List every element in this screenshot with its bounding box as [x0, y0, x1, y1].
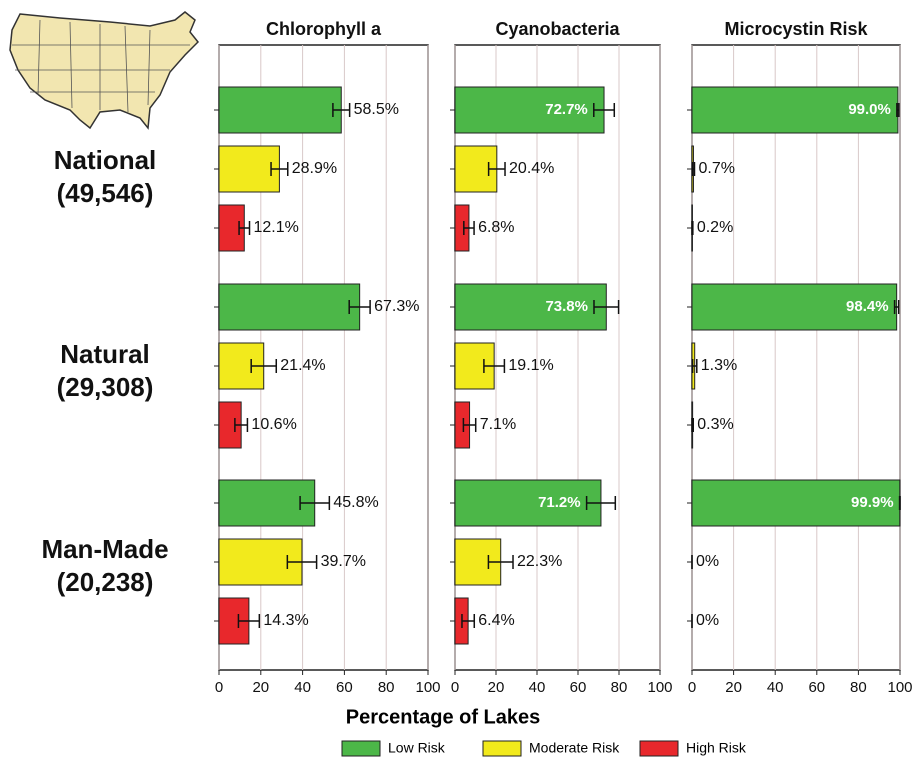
value-label: 58.5%	[354, 101, 399, 118]
value-label: 7.1%	[480, 416, 516, 433]
value-label: 22.3%	[517, 553, 562, 570]
x-tick-label: 0	[215, 679, 223, 696]
value-label: 0.3%	[697, 416, 733, 433]
value-label: 19.1%	[508, 357, 553, 374]
value-label: 99.0%	[848, 101, 891, 118]
x-tick-label: 40	[529, 679, 546, 696]
group-count: (29,308)	[57, 372, 154, 402]
group-label: Natural	[60, 339, 150, 369]
legend-swatch	[483, 741, 521, 756]
group-count: (49,546)	[57, 178, 154, 208]
value-label: 6.8%	[478, 219, 514, 236]
bar	[219, 284, 360, 330]
value-label: 0%	[696, 553, 719, 570]
value-label: 6.4%	[478, 612, 514, 629]
x-tick-label: 100	[415, 679, 440, 696]
x-tick-label: 80	[378, 679, 395, 696]
value-label: 0%	[696, 612, 719, 629]
value-label: 0.7%	[698, 160, 734, 177]
x-tick-label: 20	[488, 679, 505, 696]
x-tick-label: 80	[611, 679, 628, 696]
bar	[219, 87, 341, 133]
value-label: 73.8%	[545, 298, 588, 315]
x-tick-label: 40	[767, 679, 784, 696]
group-label: National	[54, 145, 157, 175]
x-tick-label: 20	[252, 679, 269, 696]
value-label: 72.7%	[545, 101, 588, 118]
group-label: Man-Made	[41, 534, 168, 564]
value-label: 20.4%	[509, 160, 554, 177]
legend-label: Moderate Risk	[529, 740, 620, 756]
us-map	[10, 12, 198, 128]
panel-title: Cyanobacteria	[495, 19, 620, 39]
group-count: (20,238)	[57, 567, 154, 597]
legend-label: Low Risk	[388, 740, 446, 756]
x-tick-label: 60	[808, 679, 825, 696]
x-tick-label: 100	[887, 679, 912, 696]
legend-swatch	[640, 741, 678, 756]
panel-title: Chlorophyll a	[266, 19, 382, 39]
error-bar	[692, 221, 693, 235]
value-label: 12.1%	[254, 219, 299, 236]
value-label: 39.7%	[321, 553, 366, 570]
value-label: 71.2%	[538, 494, 581, 511]
x-tick-label: 20	[725, 679, 742, 696]
panel-title: Microcystin Risk	[724, 19, 868, 39]
value-label: 67.3%	[374, 298, 419, 315]
x-tick-label: 60	[336, 679, 353, 696]
value-label: 14.3%	[263, 612, 308, 629]
value-label: 98.4%	[846, 298, 889, 315]
x-tick-label: 60	[570, 679, 587, 696]
x-tick-label: 80	[850, 679, 867, 696]
value-label: 10.6%	[251, 416, 296, 433]
x-tick-label: 0	[688, 679, 696, 696]
value-label: 28.9%	[292, 160, 337, 177]
value-label: 99.9%	[851, 494, 894, 511]
value-label: 0.2%	[697, 219, 733, 236]
x-axis-label: Percentage of Lakes	[346, 706, 541, 728]
x-tick-label: 40	[294, 679, 311, 696]
value-label: 45.8%	[333, 494, 378, 511]
x-tick-label: 100	[647, 679, 672, 696]
legend-swatch	[342, 741, 380, 756]
value-label: 21.4%	[280, 357, 325, 374]
x-tick-label: 0	[451, 679, 459, 696]
error-bar	[692, 418, 693, 432]
value-label: 1.3%	[701, 357, 737, 374]
legend-label: High Risk	[686, 740, 747, 756]
